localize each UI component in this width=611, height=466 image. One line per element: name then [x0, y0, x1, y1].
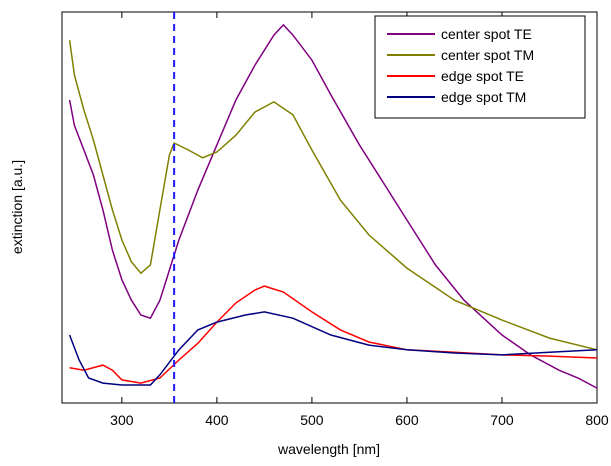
x-tick-label: 300	[110, 412, 134, 428]
legend-label: edge spot TM	[441, 89, 526, 105]
legend-label: center spot TM	[441, 47, 534, 63]
series-line	[69, 285, 598, 384]
legend-label: edge spot TE	[441, 68, 524, 84]
plot-frame	[61, 11, 598, 404]
x-tick-label: 500	[300, 412, 324, 428]
y-axis-label: extinction [a.u.]	[9, 160, 25, 254]
legend-label: center spot TE	[441, 26, 532, 42]
series-line	[68, 23, 598, 389]
x-axis-label: wavelength [nm]	[277, 441, 380, 457]
series-line	[68, 40, 598, 351]
series-line	[68, 311, 598, 386]
x-tick-label: 400	[205, 412, 229, 428]
x-tick-label: 800	[585, 412, 609, 428]
x-tick-label: 700	[490, 412, 514, 428]
x-tick-label: 600	[395, 412, 419, 428]
